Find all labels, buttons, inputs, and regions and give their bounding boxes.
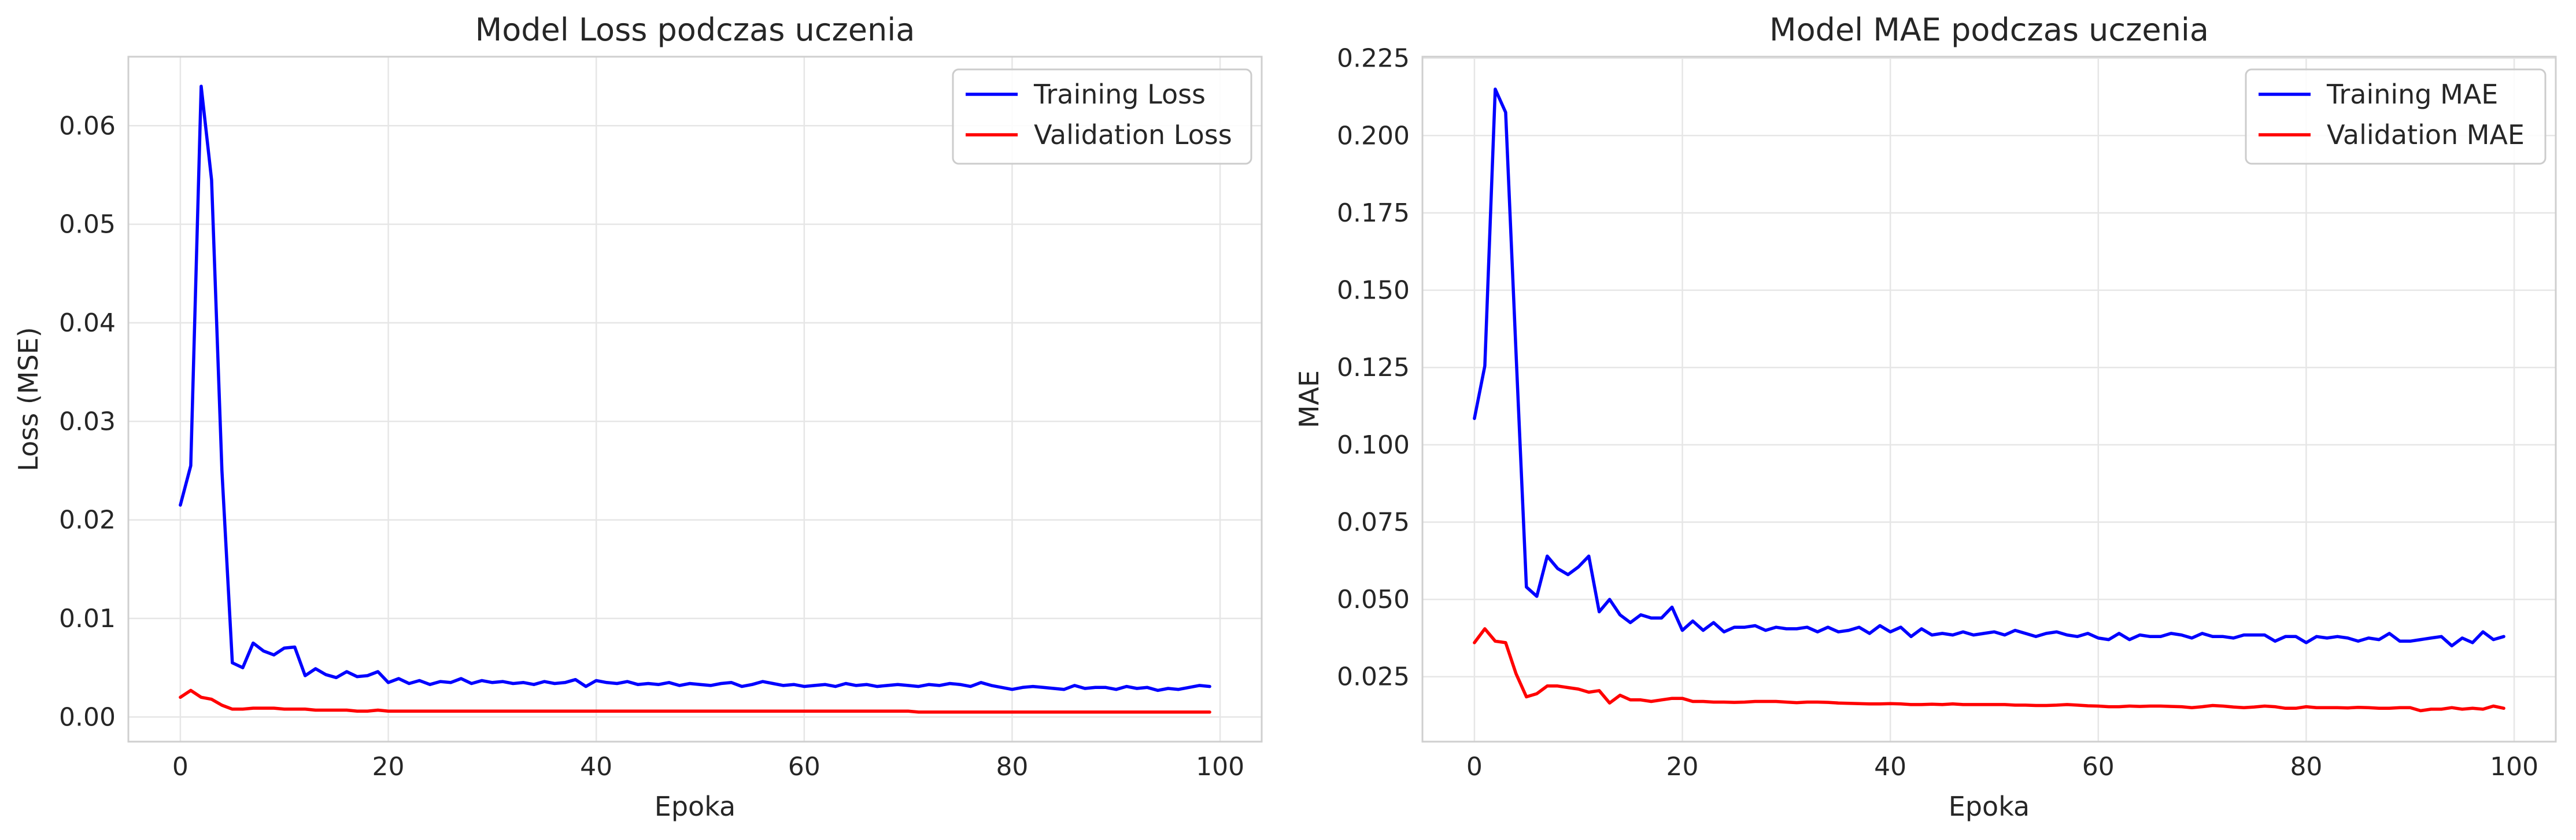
mae-chart: Model MAE podczas uczenia 0 20 40 60 80 100 0… (1293, 12, 2557, 822)
mae-series-line-training (1473, 87, 2505, 648)
mae-y-tick-label: 0.150 (1337, 276, 1410, 305)
loss-x-tick-label: 20 (372, 752, 405, 782)
mae-legend-entries: Training MAE Validation MAE (2259, 79, 2525, 150)
loss-legend-label: Training Loss (1033, 79, 1206, 110)
mae-x-tick-label: 100 (2490, 752, 2538, 782)
mae-y-tick-label: 0.175 (1337, 198, 1410, 228)
loss-y-tick-label: 0.01 (59, 604, 116, 633)
mae-x-tick-label: 60 (2082, 752, 2115, 782)
mae-x-tick-label: 80 (2290, 752, 2322, 782)
mae-x-ticks: 0 20 40 60 80 100 (1466, 752, 2538, 782)
loss-series-layer (179, 84, 1211, 714)
mae-legend: Training MAE Validation MAE (2245, 68, 2547, 165)
loss-y-tick-label: 0.00 (59, 702, 116, 732)
mae-legend-label: Training MAE (2326, 79, 2498, 110)
mae-y-tick-label: 0.025 (1337, 662, 1410, 692)
mae-y-tick-label: 0.125 (1337, 353, 1410, 382)
loss-y-tick-label: 0.02 (59, 506, 116, 535)
loss-legend-entries: Training Loss Validation Loss (966, 79, 1232, 150)
mae-y-ticks: 0.025 0.050 0.075 0.100 0.125 0.150 0.175 0.200… (1337, 44, 1410, 692)
loss-x-axis-label: Epoka (655, 791, 736, 822)
loss-legend-label: Validation Loss (1034, 119, 1232, 150)
loss-x-tick-label: 40 (580, 752, 612, 782)
loss-x-tick-label: 100 (1196, 752, 1244, 782)
loss-x-tick-label: 60 (788, 752, 821, 782)
mae-y-tick-label: 0.100 (1337, 430, 1410, 460)
mae-chart-title: Model MAE podczas uczenia (1769, 12, 2209, 48)
loss-series-line-validation (179, 688, 1211, 714)
loss-legend: Training Loss Validation Loss (952, 68, 1252, 165)
loss-y-axis-label: Loss (MSE) (13, 327, 44, 471)
mae-legend-label: Validation MAE (2327, 119, 2525, 150)
mae-y-tick-label: 0.075 (1337, 507, 1410, 537)
mae-x-axis-label: Epoka (1949, 791, 2030, 822)
loss-chart-title: Model Loss podczas uczenia (475, 12, 915, 48)
loss-x-tick-label: 0 (172, 752, 189, 782)
mae-grid (1422, 57, 2556, 742)
mae-series-line-validation (1473, 627, 2505, 713)
mae-legend-box (2245, 68, 2547, 165)
mae-x-tick-label: 40 (1874, 752, 1906, 782)
mae-y-tick-label: 0.200 (1337, 121, 1410, 150)
loss-x-tick-label: 80 (996, 752, 1028, 782)
loss-y-tick-label: 0.05 (59, 210, 116, 240)
mae-plot-frame (1421, 56, 2557, 743)
loss-series-line-training (179, 84, 1211, 692)
mae-y-axis-label: MAE (1293, 370, 1325, 428)
loss-y-ticks: 0.00 0.01 0.02 0.03 0.04 0.05 0.06 (59, 111, 116, 732)
loss-plot-frame (127, 56, 1263, 743)
mae-y-tick-label: 0.050 (1337, 585, 1410, 614)
loss-y-tick-label: 0.06 (59, 111, 116, 141)
loss-chart: Model Loss podczas uczenia 0 20 40 60 80 100 … (13, 12, 1263, 822)
mae-series-layer (1473, 87, 2505, 713)
loss-x-ticks: 0 20 40 60 80 100 (172, 752, 1244, 782)
loss-y-tick-label: 0.03 (59, 407, 116, 436)
loss-y-tick-label: 0.04 (59, 308, 116, 338)
mae-y-tick-label: 0.225 (1337, 44, 1410, 73)
mae-x-tick-label: 0 (1466, 752, 1483, 782)
loss-grid (128, 57, 1262, 742)
mae-x-tick-label: 20 (1666, 752, 1699, 782)
loss-legend-box (952, 68, 1252, 165)
